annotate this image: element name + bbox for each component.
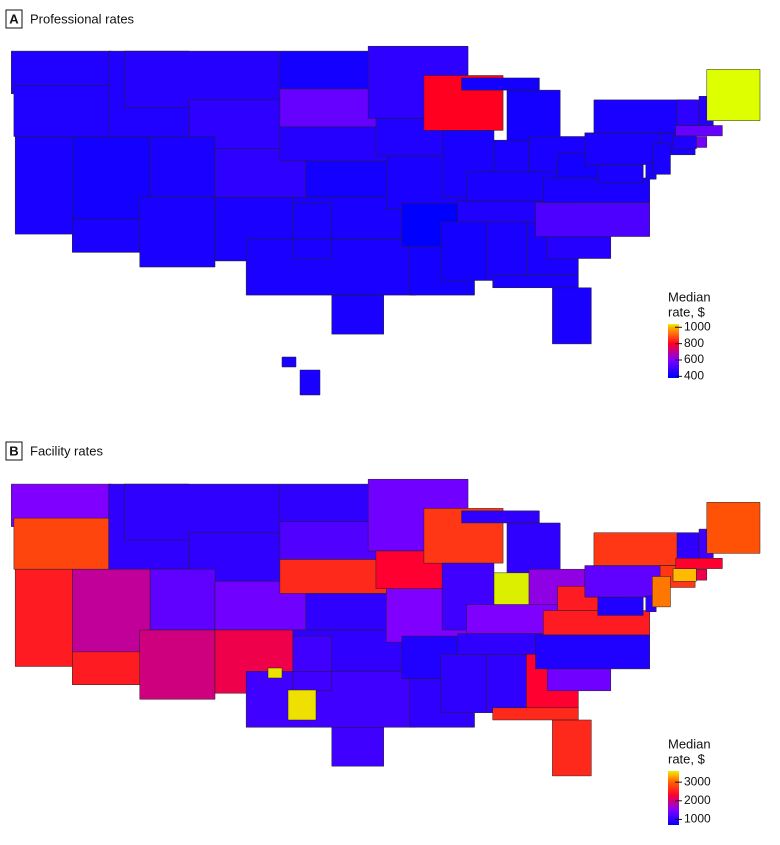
- state: [696, 136, 708, 148]
- state: [485, 654, 527, 713]
- state: [267, 667, 317, 721]
- state: [706, 69, 761, 121]
- panel-title: Facility rates: [30, 443, 103, 458]
- state: [279, 50, 377, 90]
- colorbar-tick-label: 400: [684, 369, 704, 383]
- state: [485, 221, 527, 281]
- colorbar-tick-label: 800: [684, 336, 704, 350]
- panel-letter: B: [9, 443, 18, 458]
- state: [597, 164, 644, 184]
- state: [123, 50, 281, 108]
- state: [706, 502, 761, 554]
- state: [279, 521, 378, 560]
- state: [440, 654, 487, 713]
- state: [676, 99, 700, 126]
- state: [672, 135, 697, 149]
- state: [492, 707, 592, 777]
- state: [696, 568, 708, 581]
- state: [535, 202, 650, 237]
- state: [672, 568, 697, 582]
- colorbar-tick-label: 1000: [684, 319, 711, 333]
- state: [123, 483, 281, 541]
- state: [13, 517, 118, 570]
- state: [652, 143, 671, 175]
- colorbar: [668, 324, 679, 378]
- state: [279, 483, 377, 523]
- colorbar-tick-label: 2000: [684, 793, 711, 807]
- state: [72, 136, 151, 220]
- state: [676, 532, 700, 559]
- colorbar: [668, 771, 679, 825]
- panel-title: Professional rates: [30, 11, 135, 26]
- colorbar-tick-label: 600: [684, 352, 704, 366]
- panel-letter-box: [5, 9, 23, 29]
- state: [675, 125, 723, 137]
- state: [652, 576, 671, 608]
- state: [279, 88, 378, 127]
- state: [535, 634, 650, 670]
- state: [281, 356, 321, 396]
- state: [584, 565, 661, 598]
- state: [149, 136, 216, 198]
- colorbar-title: Median: [668, 736, 711, 751]
- state: [139, 629, 216, 700]
- colorbar-title: rate, $: [668, 751, 706, 766]
- state: [149, 568, 216, 631]
- state: [72, 568, 151, 653]
- state: [675, 558, 723, 569]
- state: [139, 197, 216, 268]
- colorbar-title: Median: [668, 289, 711, 304]
- state: [597, 596, 644, 616]
- state: [492, 275, 592, 345]
- state: [13, 85, 118, 137]
- colorbar-tick-label: 3000: [684, 774, 711, 788]
- colorbar-tick-label: 1000: [684, 812, 711, 826]
- state: [440, 221, 487, 281]
- colorbar-title: rate, $: [668, 304, 706, 319]
- panel-letter-box: [5, 441, 23, 461]
- panel-letter: A: [9, 11, 19, 26]
- state: [584, 132, 661, 165]
